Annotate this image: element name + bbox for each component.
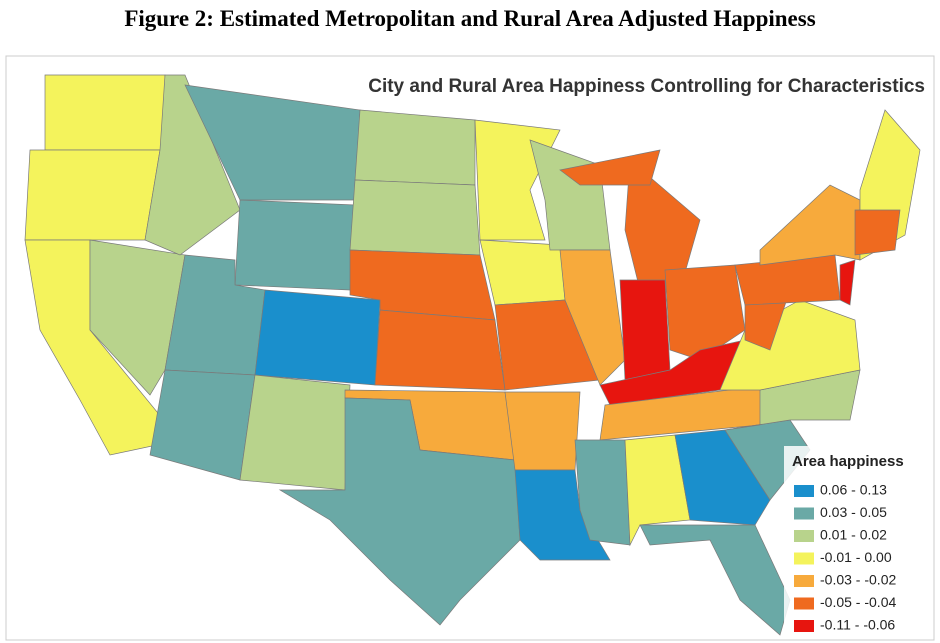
map-title: City and Rural Area Happiness Controllin… [368, 76, 925, 97]
region [639, 524, 791, 636]
legend-swatch [794, 620, 814, 632]
legend-label: 0.06 - 0.13 [820, 482, 887, 498]
legend-label: 0.03 - 0.05 [820, 504, 887, 520]
region [278, 397, 521, 626]
region [144, 74, 241, 256]
region [559, 249, 626, 386]
region [24, 149, 161, 241]
region [89, 239, 186, 396]
map [24, 74, 921, 636]
region [349, 179, 481, 256]
region [504, 391, 581, 471]
legend-label: -0.11 - -0.06 [820, 617, 895, 633]
region [854, 209, 901, 256]
region [574, 439, 631, 546]
legend-label: 0.01 - 0.02 [820, 527, 887, 543]
region [839, 259, 856, 306]
legend-swatch [794, 507, 814, 520]
region [619, 279, 671, 381]
legend-swatch [794, 575, 814, 587]
legend-swatch [794, 485, 814, 497]
legend-label: -0.05 - -0.04 [820, 594, 896, 610]
region [239, 374, 351, 491]
region [624, 434, 691, 547]
legend-swatch [794, 530, 814, 542]
region [559, 149, 661, 186]
region [254, 289, 381, 386]
legend-title: Area happiness [792, 453, 904, 470]
legend-swatch [794, 597, 814, 610]
region [674, 429, 771, 526]
legend-label: -0.01 - 0.00 [820, 549, 892, 565]
legend-swatch [794, 552, 814, 565]
region [44, 74, 166, 151]
region [234, 199, 356, 291]
region [354, 109, 476, 186]
legend-label: -0.03 - -0.02 [820, 572, 896, 588]
figure-title: Figure 2: Estimated Metropolitan and Rur… [124, 6, 815, 31]
region [514, 469, 611, 561]
region [374, 309, 506, 391]
legend: Area happiness 0.06 - 0.13 0.03 - 0.05 0.01… [784, 446, 932, 636]
